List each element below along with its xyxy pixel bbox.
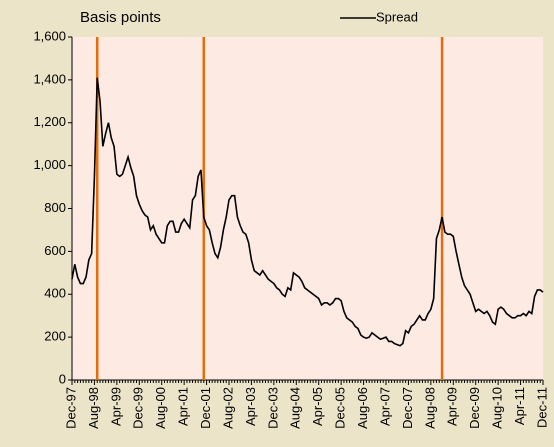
plot-area: [72, 37, 543, 380]
y-tick-label: 600: [44, 243, 66, 258]
x-tick-label: Aug-06: [355, 387, 370, 429]
legend-label: Spread: [376, 9, 418, 24]
y-tick-label: 1,600: [33, 28, 66, 43]
x-tick-label: Apr-01: [176, 387, 191, 426]
x-tick-label: Aug-02: [220, 387, 235, 429]
x-tick-label: Dec-97: [63, 387, 78, 429]
x-tick-label: Dec-01: [198, 387, 213, 429]
x-tick-label: Dec-07: [400, 387, 415, 429]
y-tick-label: 800: [44, 200, 66, 215]
y-tick-label: 1,200: [33, 114, 66, 129]
y-tick-label: 0: [59, 371, 66, 386]
x-tick-label: Aug-10: [490, 387, 505, 429]
y-tick-label: 1,400: [33, 71, 66, 86]
y-tick-label: 200: [44, 329, 66, 344]
x-tick-label: Apr-09: [445, 387, 460, 426]
x-tick-label: Dec-05: [333, 387, 348, 429]
x-tick-label: Apr-99: [108, 387, 123, 426]
y-axis-label: Basis points: [80, 9, 161, 26]
y-tick-label: 400: [44, 286, 66, 301]
line-series: [71, 77, 544, 347]
x-tick-label: Aug-04: [288, 387, 303, 429]
x-tick-label: Apr-05: [310, 387, 325, 426]
y-tick-label: 1,000: [33, 157, 66, 172]
x-tick-label: Dec-09: [467, 387, 482, 429]
x-tick-label: Dec-03: [265, 387, 280, 429]
x-tick-label: Aug-00: [153, 387, 168, 429]
x-tick-label: Dec-99: [131, 387, 146, 429]
x-tick-label: Apr-07: [377, 387, 392, 426]
x-tick-label: Apr-11: [512, 387, 527, 425]
x-tick-label: Aug-08: [422, 387, 437, 429]
x-tick-label: Dec-11: [534, 387, 549, 428]
x-tick-label: Apr-03: [243, 387, 258, 426]
x-tick-label: Aug-98: [86, 387, 101, 429]
